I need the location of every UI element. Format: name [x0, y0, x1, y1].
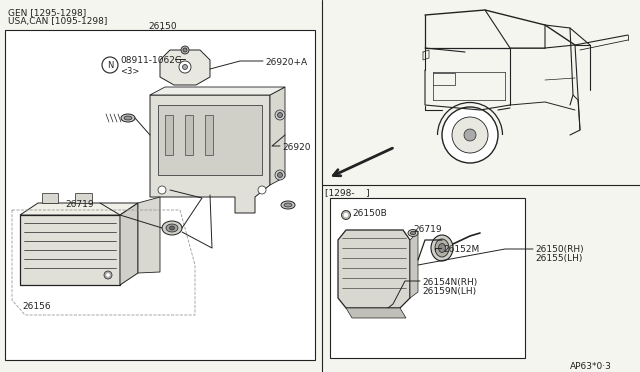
Text: 26152M: 26152M — [443, 245, 479, 254]
Polygon shape — [270, 87, 285, 185]
Circle shape — [182, 64, 188, 70]
Text: 26155(LH): 26155(LH) — [535, 254, 582, 263]
Polygon shape — [75, 193, 92, 203]
Circle shape — [183, 48, 187, 52]
Text: 26150: 26150 — [148, 22, 177, 31]
Text: 26719: 26719 — [65, 200, 93, 209]
Bar — [205, 115, 213, 155]
Bar — [330, 198, 525, 358]
Text: N: N — [107, 61, 113, 70]
Ellipse shape — [431, 235, 453, 261]
Circle shape — [278, 173, 282, 177]
Text: GEN [1295-1298]: GEN [1295-1298] — [8, 8, 86, 17]
Bar — [20, 215, 120, 285]
Polygon shape — [138, 197, 160, 273]
Ellipse shape — [408, 230, 418, 237]
Bar — [185, 115, 193, 155]
Text: 26159N(LH): 26159N(LH) — [422, 287, 476, 296]
Ellipse shape — [410, 231, 415, 235]
Circle shape — [102, 57, 118, 73]
Ellipse shape — [170, 226, 175, 230]
Circle shape — [344, 213, 348, 217]
Text: 08911-1062G: 08911-1062G — [120, 56, 182, 65]
Polygon shape — [150, 87, 285, 95]
Text: 26156: 26156 — [22, 302, 51, 311]
Text: 26150(RH): 26150(RH) — [535, 245, 584, 254]
Circle shape — [275, 170, 285, 180]
Text: 26719: 26719 — [413, 225, 442, 234]
Circle shape — [104, 271, 112, 279]
Text: 26154N(RH): 26154N(RH) — [422, 278, 477, 287]
Polygon shape — [410, 232, 418, 298]
Ellipse shape — [438, 244, 445, 253]
Bar — [165, 115, 173, 155]
Ellipse shape — [284, 203, 292, 207]
Polygon shape — [42, 193, 58, 203]
Text: <3>: <3> — [120, 67, 140, 76]
Polygon shape — [150, 95, 270, 213]
Ellipse shape — [124, 116, 132, 120]
Circle shape — [275, 110, 285, 120]
Text: 26920+A: 26920+A — [265, 58, 307, 67]
Ellipse shape — [162, 221, 182, 235]
Bar — [5, 30, 315, 360]
Circle shape — [452, 117, 488, 153]
Polygon shape — [338, 230, 410, 308]
Text: 26150B: 26150B — [352, 209, 387, 218]
Bar — [158, 105, 262, 175]
Circle shape — [258, 186, 266, 194]
Text: USA,CAN [1095-1298]: USA,CAN [1095-1298] — [8, 17, 108, 26]
Ellipse shape — [281, 201, 295, 209]
Circle shape — [342, 211, 351, 219]
Ellipse shape — [166, 224, 178, 232]
Polygon shape — [20, 203, 138, 215]
Polygon shape — [160, 50, 210, 85]
Ellipse shape — [435, 239, 449, 257]
Polygon shape — [346, 308, 406, 318]
Circle shape — [179, 61, 191, 73]
Circle shape — [106, 273, 109, 276]
Text: AP63*0·3: AP63*0·3 — [570, 362, 612, 371]
Circle shape — [158, 186, 166, 194]
Circle shape — [464, 129, 476, 141]
Circle shape — [442, 107, 498, 163]
Text: [1298-    ]: [1298- ] — [325, 188, 370, 197]
Ellipse shape — [121, 114, 135, 122]
Circle shape — [181, 46, 189, 54]
Polygon shape — [120, 203, 138, 285]
Circle shape — [278, 112, 282, 118]
Text: 26920: 26920 — [282, 143, 310, 152]
